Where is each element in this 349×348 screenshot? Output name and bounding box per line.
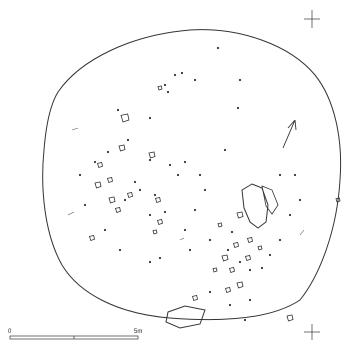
post-hole — [237, 107, 239, 109]
post-hole — [231, 231, 233, 233]
post-hole — [204, 189, 206, 191]
post-hole — [229, 304, 231, 306]
post-hole — [239, 261, 241, 263]
post-hole — [224, 149, 226, 151]
post-hole — [154, 194, 156, 196]
post-hole — [279, 239, 281, 241]
post-hole — [84, 204, 86, 206]
post-hole — [227, 249, 229, 251]
post-hole — [294, 174, 296, 176]
post-hole — [177, 174, 179, 176]
post-hole — [189, 249, 191, 251]
post-hole — [127, 139, 129, 141]
post-hole — [124, 199, 126, 201]
post-hole — [174, 74, 176, 76]
post-hole — [239, 79, 241, 81]
post-hole — [209, 239, 211, 241]
post-hole — [159, 257, 161, 259]
post-hole — [269, 254, 271, 256]
post-hole — [249, 299, 251, 301]
post-hole — [164, 211, 166, 213]
post-hole — [119, 249, 121, 251]
post-hole — [184, 161, 186, 163]
post-hole — [107, 151, 109, 153]
post-hole — [194, 79, 196, 81]
post-hole — [149, 159, 151, 161]
post-hole — [79, 174, 81, 176]
post-hole — [94, 161, 96, 163]
site-plan: 0 5m — [0, 0, 349, 348]
post-hole — [184, 229, 186, 231]
post-hole — [181, 72, 183, 74]
post-hole — [249, 269, 251, 271]
post-hole — [167, 91, 169, 93]
post-hole — [199, 174, 201, 176]
post-hole — [279, 174, 281, 176]
post-hole — [149, 261, 151, 263]
post-hole — [139, 189, 141, 191]
post-hole — [164, 84, 166, 86]
scale-end-label: 5m — [134, 329, 142, 335]
post-hole — [104, 229, 106, 231]
post-hole — [289, 214, 291, 216]
post-hole — [134, 181, 136, 183]
post-hole — [194, 209, 196, 211]
post-hole — [149, 214, 151, 216]
post-hole — [261, 267, 263, 269]
post-hole — [169, 164, 171, 166]
post-hole — [117, 109, 119, 111]
post-hole — [299, 199, 301, 201]
post-hole — [149, 117, 151, 119]
background — [0, 0, 349, 348]
post-hole — [244, 319, 246, 321]
page: 0 5m (() => { const data = JSON.parse(do… — [0, 0, 349, 348]
post-hole — [217, 47, 219, 49]
post-hole — [209, 291, 211, 293]
